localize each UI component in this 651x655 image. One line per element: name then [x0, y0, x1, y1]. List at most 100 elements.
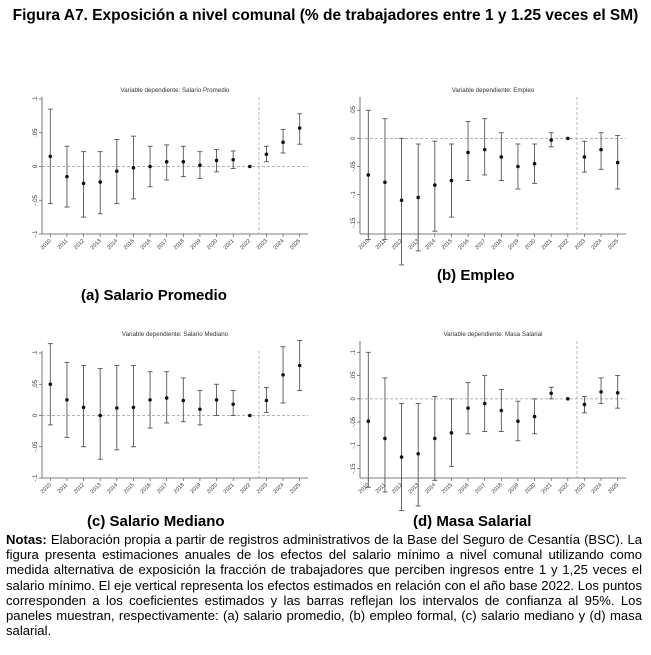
data-point [433, 183, 437, 187]
x-tick-label: 2020 [524, 482, 537, 495]
data-point [482, 401, 487, 406]
panel-c: Variable dependiente: Salario Mediano .1.… [12, 328, 330, 504]
y-tick-label: 0 [33, 164, 39, 168]
x-tick-label: 2021 [223, 482, 236, 495]
y-tick-label: .1 [33, 96, 39, 102]
figure-title: Figura A7. Exposición a nivel comunal (%… [12, 7, 639, 24]
panel-a: Variable dependiente: Salario Promedio .1… [12, 84, 330, 280]
x-tick-label: 2016 [140, 482, 153, 495]
data-point [98, 413, 102, 418]
data-point [499, 408, 504, 413]
data-point [532, 414, 537, 419]
data-point [366, 173, 371, 177]
x-tick-label: 2021 [541, 238, 554, 251]
x-tick-label: 2017 [156, 482, 169, 495]
panel-b: Variable dependiente: Empleo .05 0 -.05 -.1 -… [330, 84, 648, 266]
data-point [516, 419, 520, 424]
x-tick-label: 2016 [140, 238, 153, 251]
x-tick-label: 2022 [557, 482, 570, 495]
data-point [499, 155, 504, 159]
plot-title: Variable dependiente: Salario Mediano [122, 331, 229, 338]
x-tick-label: 2018 [173, 482, 186, 495]
data-point [416, 195, 420, 200]
data-point [65, 398, 69, 402]
x-tick-label: 2012 [73, 482, 86, 495]
data-point [281, 373, 285, 377]
data-point [65, 174, 69, 179]
plot-title: Variable dependiente: Masa Salarial [444, 331, 543, 338]
x-tick-label: 2014 [106, 238, 119, 251]
x-tick-label: 2013 [90, 238, 103, 251]
x-tick-label: 2024 [591, 482, 604, 495]
y-tick-label: -.1 [351, 190, 357, 198]
x-tick-label: 2016 [458, 238, 471, 251]
panel-d: Variable dependiente: Masa Salarial .1 .05… [330, 328, 648, 512]
x-tick-label: 2023 [256, 238, 269, 251]
data-point [148, 398, 152, 402]
x-tick-label: 2015 [441, 238, 454, 251]
caption-d: (d) Masa Salarial [413, 513, 532, 530]
x-tick-label: 2021 [541, 482, 554, 495]
x-tick-label: 2014 [106, 482, 119, 495]
notes-text: Elaboración propia a partir de registros… [6, 532, 643, 639]
y-tick-label: 0 [351, 136, 357, 140]
data-point [566, 397, 570, 401]
y-tick-label: -.05 [33, 441, 39, 452]
data-point [281, 140, 285, 144]
x-tick-label: 2025 [607, 238, 620, 251]
data-point [297, 363, 302, 368]
y-tick-label: -.05 [33, 194, 39, 205]
caption-c: (c) Salario Mediano [87, 513, 225, 530]
y-tick-label: .05 [351, 371, 357, 380]
x-tick-label: 2013 [90, 482, 103, 495]
y-tick-label: -.05 [351, 161, 357, 172]
data-point [433, 436, 437, 441]
x-tick-label: 2014 [424, 482, 437, 495]
data-point [549, 391, 553, 396]
y-tick-label: -.1 [33, 474, 39, 482]
x-tick-label: 2012 [391, 238, 404, 251]
data-point [383, 180, 387, 185]
data-point [399, 198, 404, 203]
plot-title: Variable dependiente: Empleo [452, 87, 535, 94]
notes-label: Notas: [6, 532, 47, 547]
x-tick-label: 2013 [408, 482, 421, 495]
x-tick-label: 2023 [574, 482, 587, 495]
x-tick-label: 2016 [458, 482, 471, 495]
data-point [297, 126, 302, 130]
data-point [615, 160, 620, 165]
x-tick-label: 2011 [57, 482, 70, 495]
x-tick-label: 2010 [358, 238, 371, 251]
x-tick-label: 2021 [223, 238, 236, 251]
data-point [164, 159, 169, 164]
y-tick-label: -.05 [351, 416, 357, 427]
data-point [482, 147, 487, 152]
data-point [516, 164, 520, 169]
x-tick-label: 2025 [289, 482, 302, 495]
data-point [466, 406, 470, 410]
y-tick-label: .1 [33, 350, 39, 356]
chart-salario-mediano: Variable dependiente: Salario Mediano .1.… [33, 331, 308, 495]
y-tick-label: .05 [33, 379, 39, 388]
x-tick-label: 2010 [40, 482, 53, 495]
y-tick-label: 0 [33, 413, 39, 417]
data-point [214, 158, 219, 163]
data-point [48, 154, 53, 159]
x-tick-label: 2025 [289, 238, 302, 251]
data-point [399, 455, 404, 459]
data-point [181, 159, 186, 164]
x-tick-label: 2010 [358, 482, 371, 495]
x-tick-label: 2012 [73, 238, 86, 251]
x-tick-label: 2017 [474, 238, 487, 251]
data-point [148, 164, 152, 169]
chart-masa-salarial: Variable dependiente: Masa Salarial .1 .05… [351, 331, 626, 512]
data-point [48, 382, 53, 387]
x-tick-label: 2012 [391, 482, 404, 495]
data-point [81, 405, 86, 410]
y-tick-label: -.15 [351, 463, 357, 474]
x-tick-label: 2023 [256, 482, 269, 495]
data-point [115, 406, 119, 410]
data-point [231, 402, 235, 407]
x-tick-label: 2022 [239, 482, 252, 495]
data-point [198, 407, 202, 412]
